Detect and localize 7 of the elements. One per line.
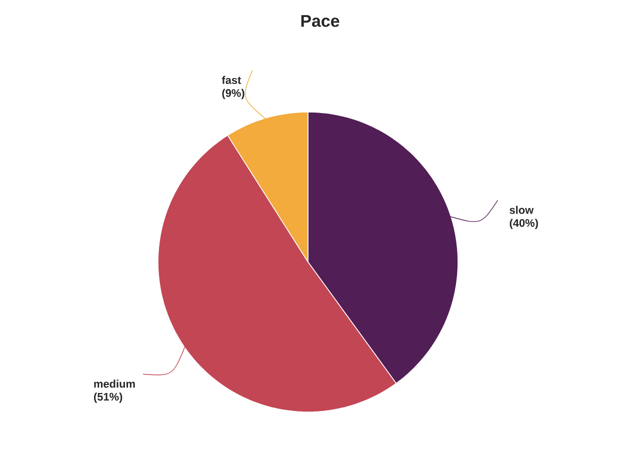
data-label: (40%)	[510, 218, 538, 230]
data-label: (9%)	[222, 88, 244, 100]
data-label: (51%)	[94, 392, 122, 403]
slice-label: slow	[510, 206, 534, 214]
slice-label: medium	[94, 380, 135, 388]
chart-title: Pace	[301, 15, 340, 27]
slice-label: fast	[222, 76, 242, 84]
